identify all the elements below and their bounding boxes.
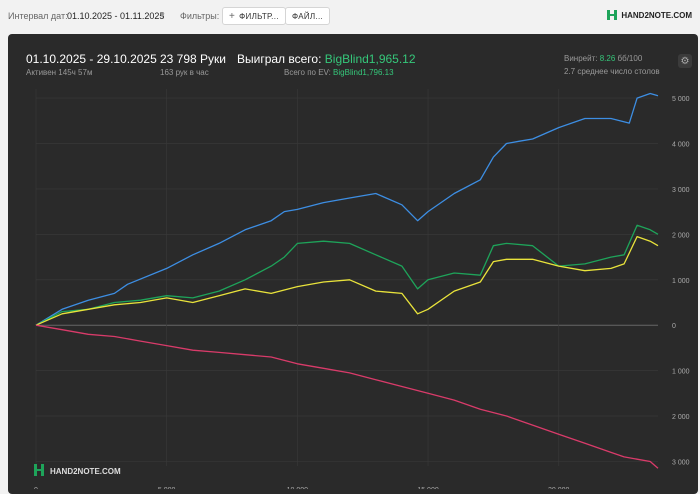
watermark-logo: HAND2NOTE.COM xyxy=(34,464,121,476)
winrate-unit: бб/100 xyxy=(617,54,643,63)
hand2note-logo-icon xyxy=(607,10,618,20)
winrate: Винрейт: 8.26 бб/100 xyxy=(564,54,642,63)
plus-icon: + xyxy=(229,10,236,22)
grid xyxy=(35,89,658,466)
brand-logo: HAND2NOTE.COM xyxy=(606,9,692,21)
files-button-label: ФАЙЛ... xyxy=(292,11,324,21)
y-tick-label: 0 xyxy=(672,323,676,330)
y-tick-label: 5 000 xyxy=(672,96,690,103)
logo-text: HAND2NOTE.COM xyxy=(621,10,692,20)
x-tick-label: 20 000 xyxy=(548,487,570,489)
series-line-2 xyxy=(35,235,659,326)
interval-label: Интервал дат: xyxy=(8,11,68,21)
ev-value: BigBlind1,796.13 xyxy=(333,68,394,77)
y-tick-label: 3 000 xyxy=(672,459,690,466)
hands-count: 23 798 Руки xyxy=(160,52,226,66)
hands-per-hour: 163 рук в час xyxy=(160,68,209,77)
tick-labels: 5 000 4 000 3 000 2 000 1 000 0 1 000 2 000 3 00… xyxy=(34,96,690,489)
series-layer xyxy=(35,92,659,469)
x-tick-label: 10 000 xyxy=(287,487,309,489)
interval-select[interactable]: 01.10.2025 - 01.11.2025 xyxy=(67,11,165,21)
avg-tables: 2.7 среднее число столов xyxy=(564,67,660,76)
filters-label: Фильтры: xyxy=(180,11,220,21)
x-tick-label: 15 000 xyxy=(417,487,439,489)
y-tick-label: 3 000 xyxy=(672,187,690,194)
chevron-down-icon[interactable]: ▾ xyxy=(160,10,165,20)
won-value: BigBlind1,965.12 xyxy=(324,52,416,66)
series-line-3 xyxy=(35,324,659,469)
ev-total: Всего по EV: BigBlind1,796.13 xyxy=(284,68,394,77)
series-line-1 xyxy=(35,224,659,326)
won-total: Выиграл всего: BigBlind1,965.12 xyxy=(237,52,416,66)
toolbar: Интервал дат: 01.10.2025 - 01.11.2025 ▾ … xyxy=(0,0,700,34)
winrate-label: Винрейт: xyxy=(564,54,598,63)
y-tick-label: 4 000 xyxy=(672,142,690,149)
won-label: Выиграл всего: xyxy=(237,52,322,66)
date-range: 01.10.2025 - 29.10.2025 xyxy=(26,52,157,66)
y-tick-label: 1 000 xyxy=(672,278,690,285)
watermark-text: HAND2NOTE.COM xyxy=(50,467,121,476)
active-time: Активен 145ч 57м xyxy=(26,68,93,77)
files-button[interactable]: ФАЙЛ... xyxy=(285,7,331,25)
x-tick-label: 0 xyxy=(34,487,38,489)
filter-button[interactable]: + ФИЛЬТР... xyxy=(222,7,286,25)
filter-button-label: ФИЛЬТР... xyxy=(239,11,279,21)
chart-svg: 5 000 4 000 3 000 2 000 1 000 0 1 000 2 000 3 00… xyxy=(34,89,690,489)
series-line-0 xyxy=(35,92,659,326)
y-tick-label: 2 000 xyxy=(672,232,690,239)
x-tick-label: 5 000 xyxy=(158,487,176,489)
winrate-value: 8.26 xyxy=(599,54,616,63)
y-tick-label: 1 000 xyxy=(672,369,690,376)
ev-label: Всего по EV: xyxy=(284,68,331,77)
graph-panel: 01.10.2025 - 29.10.2025 Активен 145ч 57м… xyxy=(8,34,698,494)
gear-icon: ⚙ xyxy=(680,55,690,67)
settings-button[interactable]: ⚙ xyxy=(678,54,692,68)
y-tick-label: 2 000 xyxy=(672,414,690,421)
